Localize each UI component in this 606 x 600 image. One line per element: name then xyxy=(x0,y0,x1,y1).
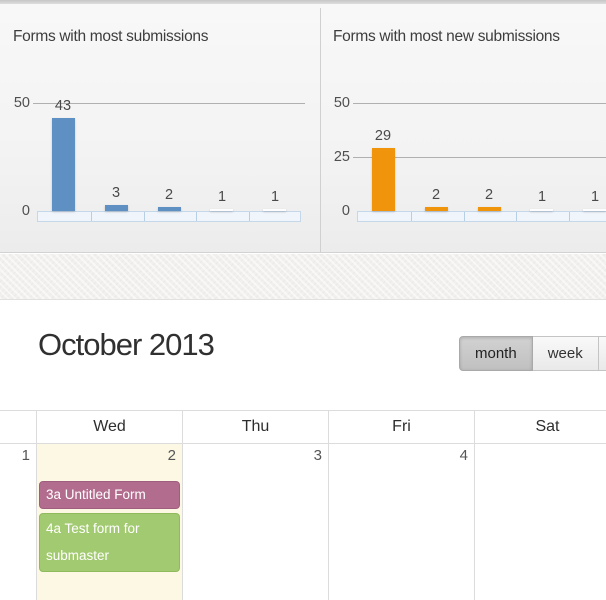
chart-bar xyxy=(478,207,501,211)
weekday-header: Sat xyxy=(535,418,560,435)
x-axis-tick xyxy=(411,212,412,221)
view-button-day[interactable]: day xyxy=(598,336,606,371)
column-divider xyxy=(474,411,475,600)
chart-plot: 50 0 43 3 2 1 1 xyxy=(0,4,320,253)
x-axis-tick xyxy=(196,212,197,221)
y-axis-tick-label: 0 xyxy=(21,203,30,219)
bar-value-label: 3 xyxy=(111,185,121,201)
calendar-view-switcher: monthweekday xyxy=(459,336,606,371)
view-button-week[interactable]: week xyxy=(532,336,599,371)
x-axis-band xyxy=(357,211,606,222)
x-axis-tick xyxy=(464,212,465,221)
x-axis-tick xyxy=(516,212,517,221)
x-axis-band xyxy=(37,211,301,222)
column-divider xyxy=(328,411,329,600)
bar-value-label: 2 xyxy=(431,187,441,203)
bar-value-label: 1 xyxy=(590,189,600,205)
charts-panel: Forms with most submissions 50 0 43 3 2 1 1 Fo… xyxy=(0,4,606,253)
calendar-grid: 3a Untitled Form 4a Test form for submas… xyxy=(0,410,606,600)
x-axis-tick xyxy=(91,212,92,221)
bar-value-label: 2 xyxy=(484,187,494,203)
chart-bar xyxy=(263,209,286,211)
chart-bar xyxy=(158,207,181,211)
bar-value-label: 2 xyxy=(164,187,174,203)
chart-bar xyxy=(530,209,553,211)
texture-band xyxy=(0,254,606,300)
chart-bar xyxy=(210,209,233,211)
calendar-event[interactable]: 4a Test form for submaster xyxy=(39,513,180,572)
calendar-title: October 2013 xyxy=(38,327,215,362)
chart-gridline xyxy=(33,103,305,104)
chart-gridline xyxy=(353,157,606,158)
calendar-event[interactable]: 3a Untitled Form xyxy=(39,481,180,509)
weekday-header: Thu xyxy=(241,418,270,435)
weekday-header: Wed xyxy=(93,418,126,435)
chart-most-submissions: Forms with most submissions 50 0 43 3 2 1 1 xyxy=(0,4,320,253)
chart-title: Forms with most new submissions xyxy=(333,28,560,45)
chart-bar xyxy=(372,148,395,211)
day-number: 1 xyxy=(21,447,30,464)
column-divider xyxy=(36,411,37,600)
bar-value-label: 1 xyxy=(270,189,280,205)
view-button-month[interactable]: month xyxy=(459,336,533,371)
chart-bar xyxy=(52,118,75,211)
y-axis-tick-label: 25 xyxy=(333,149,350,165)
day-number: 2 xyxy=(167,447,176,464)
y-axis-tick-label: 0 xyxy=(341,203,350,219)
x-axis-tick xyxy=(144,212,145,221)
day-number: 4 xyxy=(459,447,468,464)
calendar-day-cell[interactable] xyxy=(475,444,606,600)
chart-title: Forms with most submissions xyxy=(13,28,209,45)
chart-gridline xyxy=(353,103,606,104)
y-axis-tick-label: 50 xyxy=(13,95,30,111)
bar-value-label: 43 xyxy=(54,98,72,114)
y-axis-tick-label: 50 xyxy=(333,95,350,111)
chart-bar xyxy=(105,205,128,211)
column-divider xyxy=(182,411,183,600)
charts-divider xyxy=(320,8,321,253)
calendar-section: October 2013 monthweekday 3a Untitled Fo… xyxy=(0,300,606,600)
x-axis-tick xyxy=(569,212,570,221)
day-number: 3 xyxy=(313,447,322,464)
chart-bar xyxy=(425,207,448,211)
header-separator xyxy=(0,443,606,444)
chart-plot: 50 25 0 29 2 2 1 1 xyxy=(320,4,606,253)
calendar-day-cell[interactable]: 1 xyxy=(1,444,36,600)
chart-bar xyxy=(583,209,606,211)
bar-value-label: 1 xyxy=(217,189,227,205)
window-top-edge xyxy=(0,0,606,4)
chart-most-new-submissions: Forms with most new submissions 50 25 0 29 2… xyxy=(320,4,606,253)
calendar-day-cell[interactable]: 3 xyxy=(183,444,328,600)
weekday-header: Fri xyxy=(392,418,411,435)
bar-value-label: 1 xyxy=(537,189,547,205)
bar-value-label: 29 xyxy=(374,128,392,144)
calendar-day-cell[interactable]: 4 xyxy=(329,444,474,600)
x-axis-tick xyxy=(249,212,250,221)
